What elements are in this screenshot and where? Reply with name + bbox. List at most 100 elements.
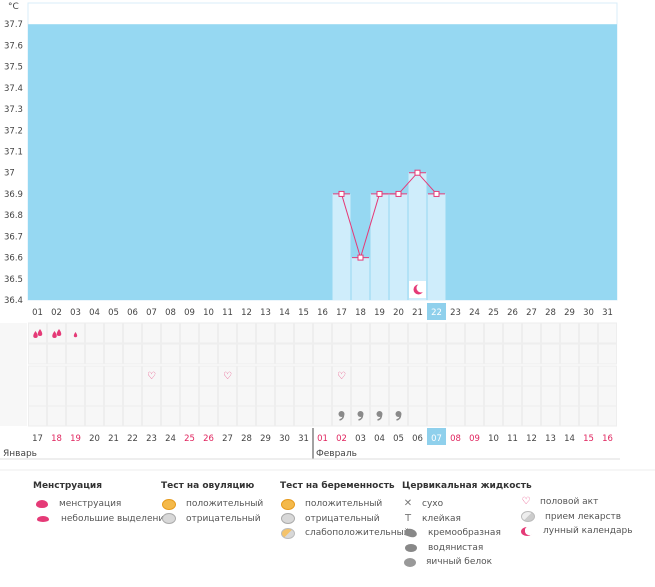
temperature-point bbox=[433, 190, 440, 197]
symptom-cell bbox=[560, 405, 579, 427]
heart-icon: ♡ bbox=[521, 496, 531, 508]
symptom-cell bbox=[85, 385, 104, 407]
symptom-cell bbox=[218, 343, 237, 365]
symptom-cell bbox=[541, 365, 560, 387]
small-drop-icon bbox=[73, 332, 78, 338]
symptom-cell bbox=[256, 365, 275, 387]
symptom-cell bbox=[408, 322, 427, 344]
calendar-date-label: 29 bbox=[260, 434, 271, 444]
symptom-cell bbox=[465, 322, 484, 344]
symptom-cell bbox=[579, 322, 598, 344]
legend-title: Тест на овуляцию bbox=[161, 481, 255, 491]
calendar-date-label: 31 bbox=[298, 434, 309, 444]
cycle-day-label: 20 bbox=[393, 308, 404, 318]
symptom-cell bbox=[484, 365, 503, 387]
symptom-cell bbox=[560, 385, 579, 407]
month-label: Январь bbox=[3, 449, 37, 459]
dry-icon: ✕ bbox=[403, 498, 413, 510]
symptom-cell bbox=[104, 385, 123, 407]
symptom-cell bbox=[427, 405, 446, 427]
symptom-cell bbox=[294, 385, 313, 407]
calendar-date-label: 20 bbox=[89, 434, 100, 444]
symptom-cell bbox=[237, 322, 256, 344]
calendar-date-label: 07 bbox=[431, 434, 442, 444]
symptom-cell bbox=[313, 343, 332, 365]
legend-label: положительный bbox=[186, 499, 264, 510]
symptom-cell bbox=[332, 385, 351, 407]
symptom-cell bbox=[199, 385, 218, 407]
symptom-cell bbox=[427, 385, 446, 407]
cycle-day-label: 12 bbox=[241, 308, 252, 318]
symptom-cell bbox=[408, 385, 427, 407]
symptom-cell bbox=[104, 405, 123, 427]
y-unit-label: °C bbox=[8, 2, 19, 12]
symptom-cell bbox=[161, 365, 180, 387]
egg-white-icon bbox=[404, 557, 416, 567]
drop-icon bbox=[56, 329, 62, 336]
symptom-cell bbox=[408, 365, 427, 387]
y-tick-label: 36.6 bbox=[4, 254, 23, 264]
legend-label: отрицательный bbox=[305, 513, 380, 524]
bbt-chart: °C 36.4 36.5 36.6 36.7 36.8 36.9 37 37.1 37.2 37.3… bbox=[0, 2, 655, 471]
symptom-cell bbox=[598, 365, 617, 387]
legend-item: положительный bbox=[161, 497, 263, 512]
y-tick-label: 36.4 bbox=[4, 296, 23, 306]
cycle-day-label: 19 bbox=[374, 308, 385, 318]
symptom-cell bbox=[275, 322, 294, 344]
row-header bbox=[0, 323, 27, 426]
symptom-cell bbox=[503, 385, 522, 407]
symptom-cell bbox=[560, 322, 579, 344]
cycle-day-label: 14 bbox=[279, 308, 290, 318]
symptom-cell bbox=[294, 322, 313, 344]
calendar-date-label: 02 bbox=[336, 434, 347, 444]
symptom-cell bbox=[47, 343, 66, 365]
temperature-point bbox=[338, 190, 345, 197]
negative-test-icon bbox=[162, 513, 176, 525]
symptom-cell bbox=[142, 405, 161, 427]
symptom-cell bbox=[161, 322, 180, 344]
drop-icon bbox=[37, 329, 43, 336]
heart-icon: ♡ bbox=[223, 371, 232, 382]
calendar-date-label: 06 bbox=[412, 434, 423, 444]
legend-menstruation: Менструация менструация небольшие выделе… bbox=[33, 481, 170, 526]
symptom-cell bbox=[199, 405, 218, 427]
creamy-icon bbox=[403, 527, 419, 540]
symptom-cell bbox=[484, 385, 503, 407]
symptom-cell bbox=[294, 343, 313, 365]
symptom-cell bbox=[465, 365, 484, 387]
symptom-cell bbox=[199, 365, 218, 387]
symptom-cell bbox=[161, 385, 180, 407]
symptom-cell bbox=[161, 405, 180, 427]
pill-icon bbox=[521, 511, 535, 523]
legend-item: отрицательный bbox=[161, 512, 263, 527]
symptom-cell bbox=[503, 365, 522, 387]
current-date-highlight bbox=[427, 428, 446, 445]
legend-title: Менструация bbox=[33, 481, 102, 491]
symptom-cell bbox=[85, 322, 104, 344]
symptom-cell bbox=[579, 385, 598, 407]
symptom-cell bbox=[446, 365, 465, 387]
legend-item: ♡ половой акт bbox=[520, 495, 633, 510]
positive-test-icon bbox=[162, 498, 176, 510]
symptom-cell bbox=[484, 322, 503, 344]
symptom-cell bbox=[332, 343, 351, 365]
cycle-day-label: 29 bbox=[564, 308, 575, 318]
symptom-cell bbox=[256, 322, 275, 344]
symptom-cell bbox=[503, 343, 522, 365]
symptom-cell bbox=[104, 343, 123, 365]
symptom-cell bbox=[446, 322, 465, 344]
symptom-cell bbox=[256, 385, 275, 407]
cycle-day-label: 22 bbox=[431, 308, 442, 318]
legend-item: кремообразная bbox=[402, 526, 532, 541]
legend-item: ✕ сухо bbox=[402, 497, 532, 512]
legend-label: прием лекарств bbox=[545, 511, 622, 522]
negative-test-icon bbox=[281, 513, 295, 525]
calendar-date-label: 16 bbox=[602, 434, 613, 444]
symptom-cell bbox=[218, 322, 237, 344]
temperature-column bbox=[389, 193, 408, 300]
symptom-cell bbox=[427, 343, 446, 365]
symptom-cell bbox=[28, 405, 47, 427]
symptom-cell bbox=[123, 385, 142, 407]
y-tick-label: 37.4 bbox=[4, 84, 23, 94]
